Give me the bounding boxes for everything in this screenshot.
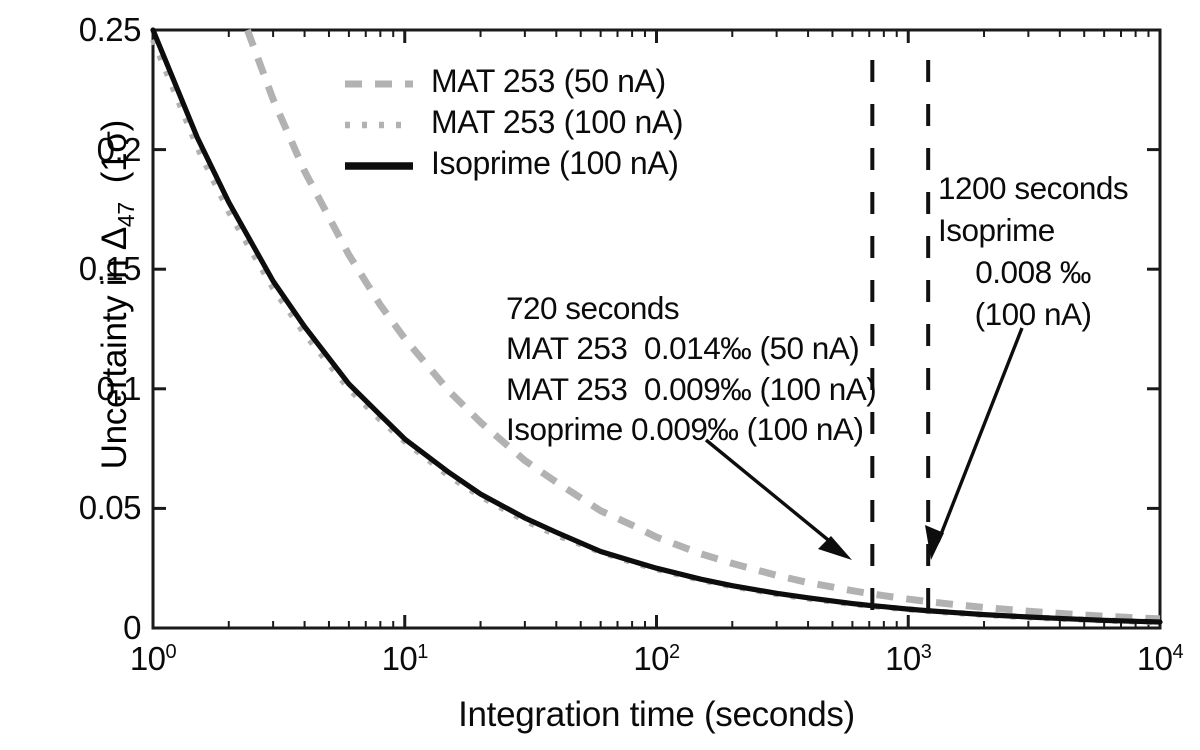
curve-isoprime-100na [150,27,1163,625]
annotation-1200-seconds: 1200 seconds Isoprime 0.008 ‰ (100 nA) [938,168,1129,336]
x-tick-exponent: 4 [1172,641,1184,663]
x-tick-exponent: 2 [669,641,680,663]
delta-subscript: 47 [113,202,139,228]
x-tick-label: 103 [848,642,968,675]
x-axis-ticks [151,30,1162,628]
y-tick-label: 0.1 [96,369,142,407]
data-curves [150,27,1163,626]
x-tick-label: 101 [345,642,465,675]
curve-mat253-50na [244,28,1161,623]
marker-lines [870,60,931,626]
x-tick-label: 104 [1100,642,1200,675]
legend-swatch-dotted [345,121,413,129]
y-tick-label: 0.15 [78,250,142,288]
y-axis-title-suffix: (1σ) [95,120,134,203]
annotation-1200-line2: Isoprime [938,211,1055,248]
annotation-1200-line3: 0.008 ‰ [975,253,1091,290]
x-tick-mantissa: 10 [1136,640,1173,677]
x-tick-exponent: 0 [165,641,177,663]
annotation-720-line4: Isoprime 0.009‰ (100 nA) [506,410,864,447]
annotation-720-line2: MAT 253 0.014‰ (50 nA) [506,330,860,367]
legend-swatch-dashed [345,80,413,88]
y-axis-title: Uncertainty in Δ47 (1σ) [55,23,175,623]
legend-swatch-solid [345,162,413,170]
x-tick-label: 102 [597,642,717,675]
y-tick-label: 0.25 [78,11,142,48]
legend-label-isoprime-100na: Isoprime (100 nA) [431,145,679,181]
annotation-1200-line1: 1200 seconds [938,170,1129,206]
y-axis-ticks [153,28,1160,630]
annotation-arrow-1200 [925,327,1024,560]
x-tick-exponent: 1 [417,641,428,663]
delta-symbol: Δ [95,227,134,251]
annotation-720-line1: 720 seconds [506,290,680,326]
x-tick-mantissa: 10 [381,640,418,677]
y-tick-label: 0 [123,609,141,646]
annotation-720-line3: MAT 253 0.009‰ (100 nA) [506,370,877,407]
legend-label-mat253-50na: MAT 253 (50 nA) [431,63,666,99]
annotation-arrow-720 [704,438,852,560]
annotation-1200-line4: (100 nA) [974,295,1092,332]
annotation-720-seconds: 720 seconds MAT 253 0.014‰ (50 nA) MAT 2… [506,288,877,449]
legend-label-mat253-100na: MAT 253 (100 nA) [431,104,684,140]
x-tick-mantissa: 10 [633,640,670,677]
x-tick-mantissa: 10 [129,640,166,677]
x-tick-label: 100 [93,642,213,675]
y-tick-label: 0.05 [78,489,142,527]
x-axis-title: Integration time (seconds) [458,695,855,734]
x-tick-exponent: 3 [920,641,932,663]
y-tick-label: 0.2 [96,130,142,168]
y-axis-title-prefix: Uncertainty in [95,250,134,470]
x-tick-mantissa: 10 [885,640,921,677]
y-axis-title-wrapper: Uncertainty in Δ47 (1σ) [55,23,139,623]
